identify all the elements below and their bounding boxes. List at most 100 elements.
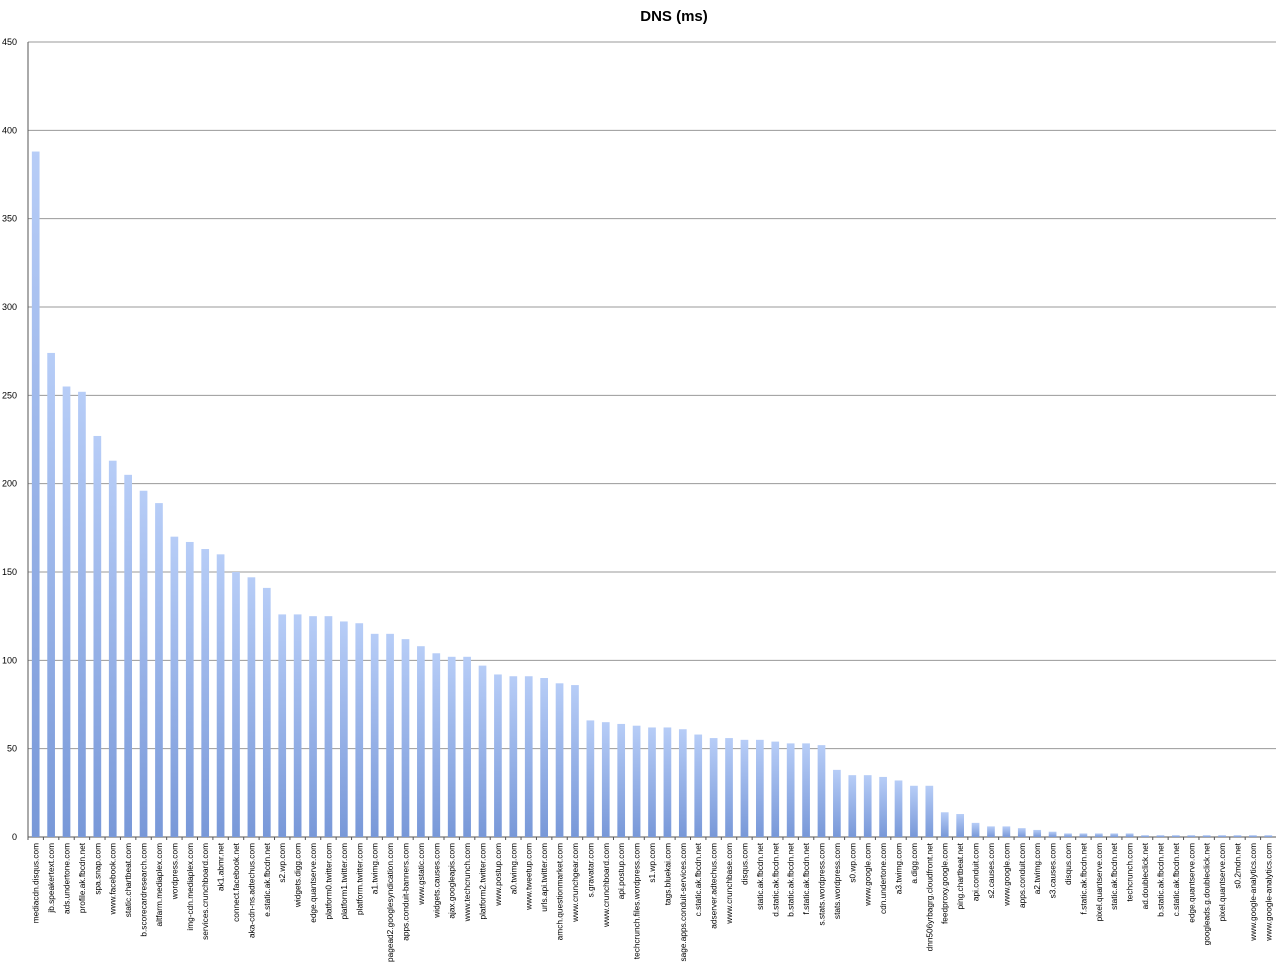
- x-tick-label: cdn.undertone.com: [878, 843, 888, 914]
- x-tick-label: dnn506yrbagrg.cloudfront.net: [924, 842, 934, 951]
- x-tick-label: b.static.ak.fbcdn.net: [1155, 842, 1165, 916]
- x-tick-label: b.scorecardresearch.com: [139, 843, 149, 937]
- bar: [863, 775, 872, 837]
- bar: [247, 577, 256, 837]
- bar: [1110, 833, 1119, 837]
- x-tick-label: techcrunch.com: [1125, 843, 1135, 902]
- x-tick-label: s.gravatar.com: [585, 843, 595, 898]
- bar: [817, 745, 826, 837]
- bar: [940, 812, 949, 837]
- x-tick-label: edge.quantserve.com: [308, 843, 318, 923]
- x-tick-label: www.google-analytics.com: [1248, 843, 1258, 942]
- bar: [31, 151, 40, 838]
- y-tick-label: 250: [2, 390, 17, 400]
- x-tick-label: ads.undertone.com: [62, 843, 72, 914]
- bar: [370, 633, 379, 837]
- bar: [108, 460, 117, 837]
- x-tick-label: b.static.ak.fbcdn.net: [786, 842, 796, 916]
- x-tick-label: e.static.ak.fbcdn.net: [262, 842, 272, 916]
- x-tick-label: disqus.com: [1063, 843, 1073, 885]
- x-tick-label: www.tweetup.com: [524, 843, 534, 911]
- x-tick-label: static.chartbeat.com: [123, 843, 133, 917]
- bar: [216, 554, 225, 837]
- bar: [848, 775, 857, 837]
- bar: [1249, 835, 1257, 837]
- y-tick-label: 300: [2, 302, 17, 312]
- bar: [293, 614, 302, 837]
- x-tick-label: wordpress.com: [169, 843, 179, 900]
- bar: [509, 676, 518, 837]
- bar: [1141, 835, 1149, 837]
- y-tick-label: 450: [2, 37, 17, 47]
- y-tick-label: 350: [2, 214, 17, 224]
- x-tick-label: a.digg.com: [909, 843, 919, 884]
- bar: [663, 727, 672, 837]
- x-tick-label: d.static.ak.fbcdn.net: [770, 842, 780, 916]
- x-tick-label: www.crunchboard.com: [601, 843, 611, 928]
- bar: [386, 633, 394, 837]
- x-tick-label: www.postup.com: [493, 843, 503, 907]
- bar: [709, 738, 718, 837]
- x-tick-label: aka-cdn-ns.adtechus.com: [246, 843, 256, 938]
- x-tick-label: apps.conduit.com: [1017, 843, 1027, 908]
- x-tick-label: www.google.com: [1001, 843, 1011, 907]
- bar: [324, 616, 333, 837]
- x-tick-label: a1.twimg.com: [370, 843, 380, 894]
- x-tick-label: urls.api.twitter.com: [539, 843, 549, 912]
- bar: [78, 391, 86, 837]
- bar: [447, 656, 456, 837]
- bar: [678, 729, 687, 837]
- bar: [725, 738, 733, 837]
- x-tick-label: www.crunchgear.com: [570, 843, 580, 923]
- bar: [401, 639, 410, 837]
- x-tick-label: s3.causes.com: [1048, 843, 1058, 898]
- x-tick-label: altfarm.mediaplex.com: [154, 843, 164, 927]
- x-tick-label: sage.apps.conduit-services.com: [678, 843, 688, 962]
- bar: [771, 741, 780, 837]
- x-tick-label: services.crunchboard.com: [200, 843, 210, 940]
- bar: [155, 503, 163, 837]
- x-tick-label: adserver.adtechus.com: [709, 843, 719, 929]
- x-tick-label: s0.wp.com: [847, 843, 857, 883]
- bar: [833, 769, 841, 837]
- x-tick-label: googleads.g.doubleclick.net: [1202, 842, 1212, 945]
- bar: [601, 722, 610, 837]
- bar: [740, 739, 749, 837]
- bar: [309, 616, 317, 837]
- bar: [1125, 833, 1134, 837]
- x-tick-label: api.conduit.com: [971, 843, 981, 901]
- x-tick-label: widgets.causes.com: [431, 843, 441, 919]
- x-tick-label: ping.chartbeat.net: [955, 842, 965, 909]
- x-tick-label: spa.snap.com: [92, 843, 102, 895]
- bar: [62, 386, 71, 837]
- bar: [617, 723, 626, 837]
- bar: [756, 739, 764, 837]
- x-tick-label: apps.conduit-banners.com: [400, 843, 410, 941]
- bar: [632, 725, 641, 837]
- x-tick-label: static.ak.fbcdn.net: [1109, 842, 1119, 910]
- bar: [894, 780, 903, 837]
- x-tick-label: api.postup.com: [616, 843, 626, 899]
- x-tick-label: c.static.ak.fbcdn.net: [1171, 842, 1181, 916]
- y-tick-label: 400: [2, 125, 17, 135]
- x-tick-label: disqus.com: [739, 843, 749, 885]
- bar: [694, 734, 703, 837]
- bar: [1233, 835, 1242, 837]
- x-tick-label: profile.ak.fbcdn.net: [77, 842, 87, 913]
- bar: [555, 683, 564, 837]
- x-tick-label: platform0.twitter.com: [323, 843, 333, 920]
- bar: [1172, 835, 1180, 837]
- x-tick-label: pagead2.googlesyndication.com: [385, 843, 395, 962]
- bar: [802, 743, 810, 837]
- x-tick-label: www.gstatic.com: [416, 843, 426, 906]
- gridlines: [28, 41, 1276, 750]
- x-tick-label: www.facebook.com: [108, 843, 118, 916]
- bar: [1187, 835, 1196, 837]
- bar: [432, 653, 441, 837]
- bar: [540, 678, 548, 837]
- bar: [1218, 835, 1226, 837]
- x-tick-label: f.static.ak.fbcdn.net: [1078, 842, 1088, 914]
- bar: [232, 572, 240, 837]
- x-tick-label: ajax.googleapis.com: [447, 843, 457, 919]
